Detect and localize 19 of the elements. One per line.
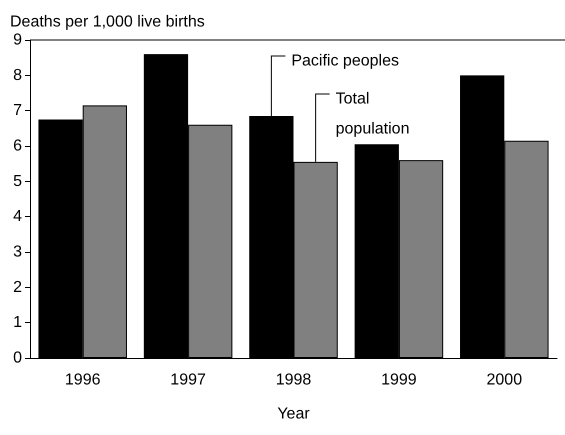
- y-tick-label: 1: [13, 314, 22, 332]
- y-tick-label: 2: [13, 278, 22, 296]
- x-tick-label: 2000: [486, 372, 522, 388]
- y-tick-label: 0: [13, 350, 22, 366]
- y-tick-label: 3: [13, 244, 22, 260]
- y-axis-title: Deaths per 1,000 live births: [10, 14, 205, 30]
- text: Pacific peoples: [291, 52, 399, 70]
- y-tick-label: 8: [13, 66, 22, 84]
- x-tick-label: 1999: [381, 372, 417, 388]
- y-tick-label: 7: [13, 102, 22, 120]
- y-tick-label: 4: [13, 208, 22, 226]
- y-tick-label: 9: [13, 32, 22, 48]
- x-tick-label: 1997: [170, 372, 206, 388]
- x-tick-label: 1996: [64, 372, 101, 388]
- y-tick-label: 5: [13, 172, 22, 190]
- x-tick-label: 1998: [276, 372, 312, 388]
- x-axis-title: Year: [277, 406, 310, 422]
- y-tick-label: 6: [13, 138, 22, 154]
- series-label: Total population: [336, 90, 410, 138]
